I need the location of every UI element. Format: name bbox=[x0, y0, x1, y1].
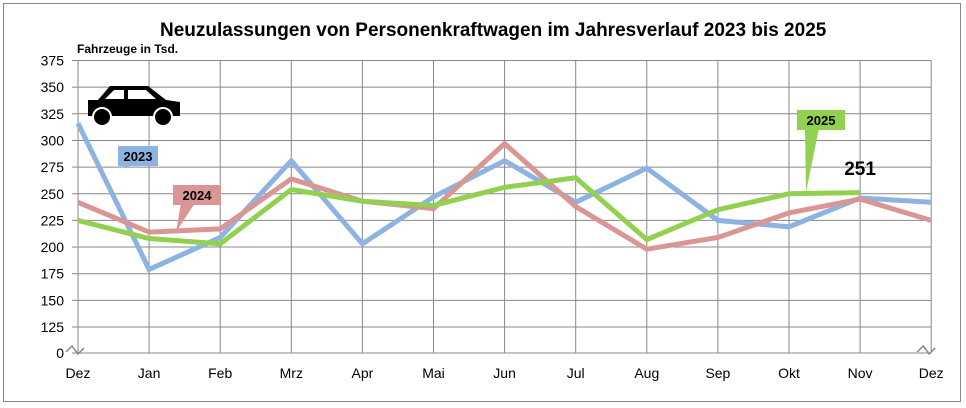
x-tick-label: Nov bbox=[848, 365, 873, 381]
legend-pointer-2024 bbox=[176, 203, 195, 232]
x-tick-label: Jan bbox=[138, 365, 161, 381]
legend-pointer-2025 bbox=[805, 128, 819, 192]
y-tick-label: 175 bbox=[41, 266, 65, 282]
x-tick-label: Dez bbox=[66, 365, 91, 381]
y-tick-label: 0 bbox=[56, 345, 64, 361]
legend-box-2024 bbox=[173, 185, 221, 205]
x-tick-label: Jul bbox=[567, 365, 585, 381]
y-tick-label: 200 bbox=[41, 239, 65, 255]
legend-label-2023: 2023 bbox=[124, 149, 153, 164]
y-tick-label: 325 bbox=[41, 106, 65, 122]
y-tick-label: 375 bbox=[41, 53, 65, 69]
y-tick-label: 275 bbox=[41, 159, 65, 175]
x-tick-label: Okt bbox=[778, 365, 800, 381]
chart-frame bbox=[3, 3, 961, 402]
car-icon bbox=[88, 86, 180, 127]
x-tick-label: Mrz bbox=[280, 365, 303, 381]
y-tick-label: 250 bbox=[41, 186, 65, 202]
x-tick-label: Aug bbox=[634, 365, 659, 381]
legend-label-2025: 2025 bbox=[807, 113, 836, 128]
x-tick-label: Sep bbox=[705, 365, 730, 381]
chart-title: Neuzulassungen von Personenkraftwagen im… bbox=[160, 20, 827, 41]
x-tick-label: Mai bbox=[422, 365, 445, 381]
axis-break-right bbox=[916, 344, 936, 356]
legend-label-2024: 2024 bbox=[183, 188, 213, 203]
y-tick-label: 225 bbox=[41, 212, 65, 228]
axis-break-left bbox=[65, 344, 85, 356]
x-tick-label: Feb bbox=[208, 365, 232, 381]
y-tick-label: 300 bbox=[41, 132, 65, 148]
data-label: 251 bbox=[844, 159, 876, 180]
x-tick-label: Dez bbox=[919, 365, 944, 381]
x-tick-label: Jun bbox=[493, 365, 516, 381]
y-tick-label: 350 bbox=[41, 79, 65, 95]
legend-box-2023 bbox=[118, 146, 158, 166]
legend-box-2025 bbox=[797, 110, 845, 130]
y-tick-label: 150 bbox=[41, 292, 65, 308]
x-tick-label: Apr bbox=[352, 365, 374, 381]
y-tick-label: 125 bbox=[41, 319, 65, 335]
series-line-2025 bbox=[77, 175, 861, 247]
y-axis-label: Fahrzeuge in Tsd. bbox=[77, 42, 179, 56]
